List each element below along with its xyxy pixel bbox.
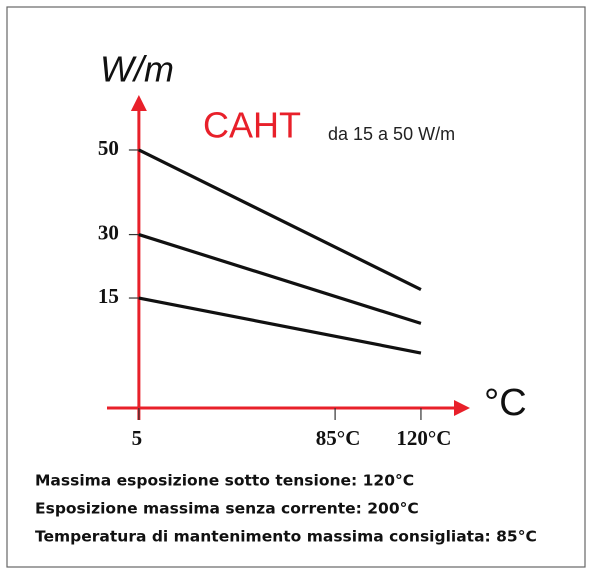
y-tick-label: 15 (98, 284, 119, 308)
x-axis-arrow (454, 400, 470, 416)
series-line (138, 148, 422, 292)
y-axis-arrow (130, 95, 147, 111)
note: Temperatura di mantenimento massima cons… (35, 528, 537, 546)
y-axis-label: W/m (100, 49, 174, 90)
note: Esposizione massima senza corrente: 200°… (35, 500, 419, 518)
y-tick-label: 50 (98, 136, 119, 160)
x-tick-label: 120°C (396, 426, 451, 450)
series-line (138, 296, 422, 355)
x-tick-label: 5 (132, 426, 143, 450)
series-line (138, 233, 422, 325)
frame (6, 6, 586, 568)
x-axis-label: °C (484, 382, 527, 424)
y-tick-label: 30 (98, 220, 119, 244)
chart-title: CAHT (203, 105, 301, 146)
chart-subtitle: da 15 a 50 W/m (328, 124, 455, 144)
note: Massima esposizione sotto tensione: 120°… (35, 472, 414, 490)
x-tick-label: 85°C (316, 426, 361, 450)
